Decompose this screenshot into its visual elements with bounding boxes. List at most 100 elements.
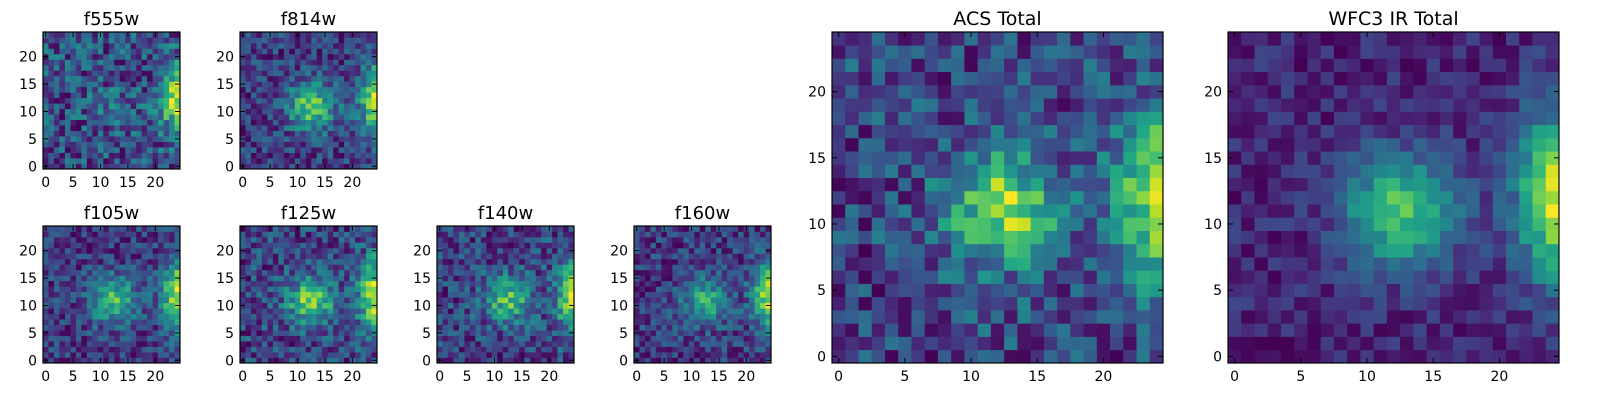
cell [43, 141, 49, 148]
cell [937, 204, 952, 218]
cell [240, 324, 246, 331]
cell [911, 323, 926, 337]
cell [541, 242, 547, 249]
cell [108, 302, 115, 309]
cell [311, 114, 318, 121]
cell [1506, 164, 1520, 178]
cell [283, 275, 290, 282]
cell [552, 346, 558, 353]
cell [250, 346, 257, 353]
cell [92, 130, 99, 137]
cell [1110, 84, 1124, 99]
cell [1083, 296, 1098, 311]
cell [267, 114, 274, 121]
cell [245, 330, 252, 336]
cell [447, 275, 454, 282]
cell [158, 242, 164, 249]
cell [458, 236, 465, 243]
cell [541, 357, 547, 364]
cell [530, 313, 536, 320]
cell [272, 357, 279, 364]
cell [322, 242, 329, 249]
cell [261, 125, 268, 131]
cell [634, 297, 640, 304]
cell [349, 247, 356, 254]
cell [705, 258, 712, 265]
cell [508, 269, 515, 276]
x-tick-label: 0 [238, 175, 247, 191]
cell [1307, 151, 1322, 165]
cell [710, 308, 717, 315]
cell [650, 291, 657, 298]
cell [130, 302, 137, 309]
cell [732, 275, 739, 282]
cell [447, 258, 454, 265]
cell [727, 258, 733, 265]
cell [694, 319, 701, 325]
cell [513, 226, 520, 232]
cell [977, 323, 992, 337]
cell [1400, 164, 1414, 178]
cell [53, 286, 60, 293]
cell [639, 231, 646, 238]
cell [1123, 84, 1137, 99]
cell [1123, 137, 1137, 152]
cell [977, 336, 992, 351]
cell [311, 75, 318, 82]
cell [977, 230, 992, 245]
cell [360, 264, 367, 271]
cell [650, 308, 657, 315]
cell [130, 125, 137, 131]
cell [535, 286, 542, 293]
cell [898, 230, 912, 245]
cell [75, 130, 82, 137]
cell [344, 236, 350, 243]
cell [283, 253, 290, 260]
cell [1110, 190, 1124, 205]
cell [256, 119, 263, 126]
cell [1492, 283, 1507, 298]
cell [300, 97, 307, 104]
cell [1043, 177, 1058, 192]
cell [360, 32, 367, 38]
cell [294, 158, 301, 164]
cell [716, 231, 723, 238]
cell [256, 280, 263, 287]
cell [81, 242, 88, 249]
x-tick-label: 10 [486, 369, 504, 385]
cell [1426, 270, 1441, 284]
cell [125, 130, 132, 137]
cell [344, 141, 350, 148]
cell [125, 70, 132, 77]
cell [70, 324, 77, 331]
cell [884, 336, 899, 351]
cell [300, 335, 307, 342]
cell [152, 269, 159, 276]
cell [655, 247, 662, 254]
cell [990, 124, 1005, 139]
cell [535, 231, 542, 238]
cell [141, 226, 148, 232]
cell [464, 247, 471, 254]
cell [639, 352, 646, 358]
cell [1017, 190, 1031, 205]
cell [508, 302, 515, 309]
cell [261, 226, 268, 232]
cell [147, 226, 153, 232]
cell [469, 253, 476, 260]
cell [119, 247, 126, 254]
cell [289, 59, 296, 66]
cell [360, 258, 367, 265]
cell [333, 130, 339, 137]
cell [322, 75, 329, 82]
cell [64, 335, 71, 342]
cell [333, 253, 339, 260]
cell [502, 341, 509, 347]
cell [64, 275, 71, 282]
cell [147, 119, 153, 126]
cell [732, 335, 739, 342]
cell [458, 357, 465, 364]
cell [1110, 257, 1124, 271]
cell [524, 324, 531, 331]
cell [1439, 204, 1454, 218]
